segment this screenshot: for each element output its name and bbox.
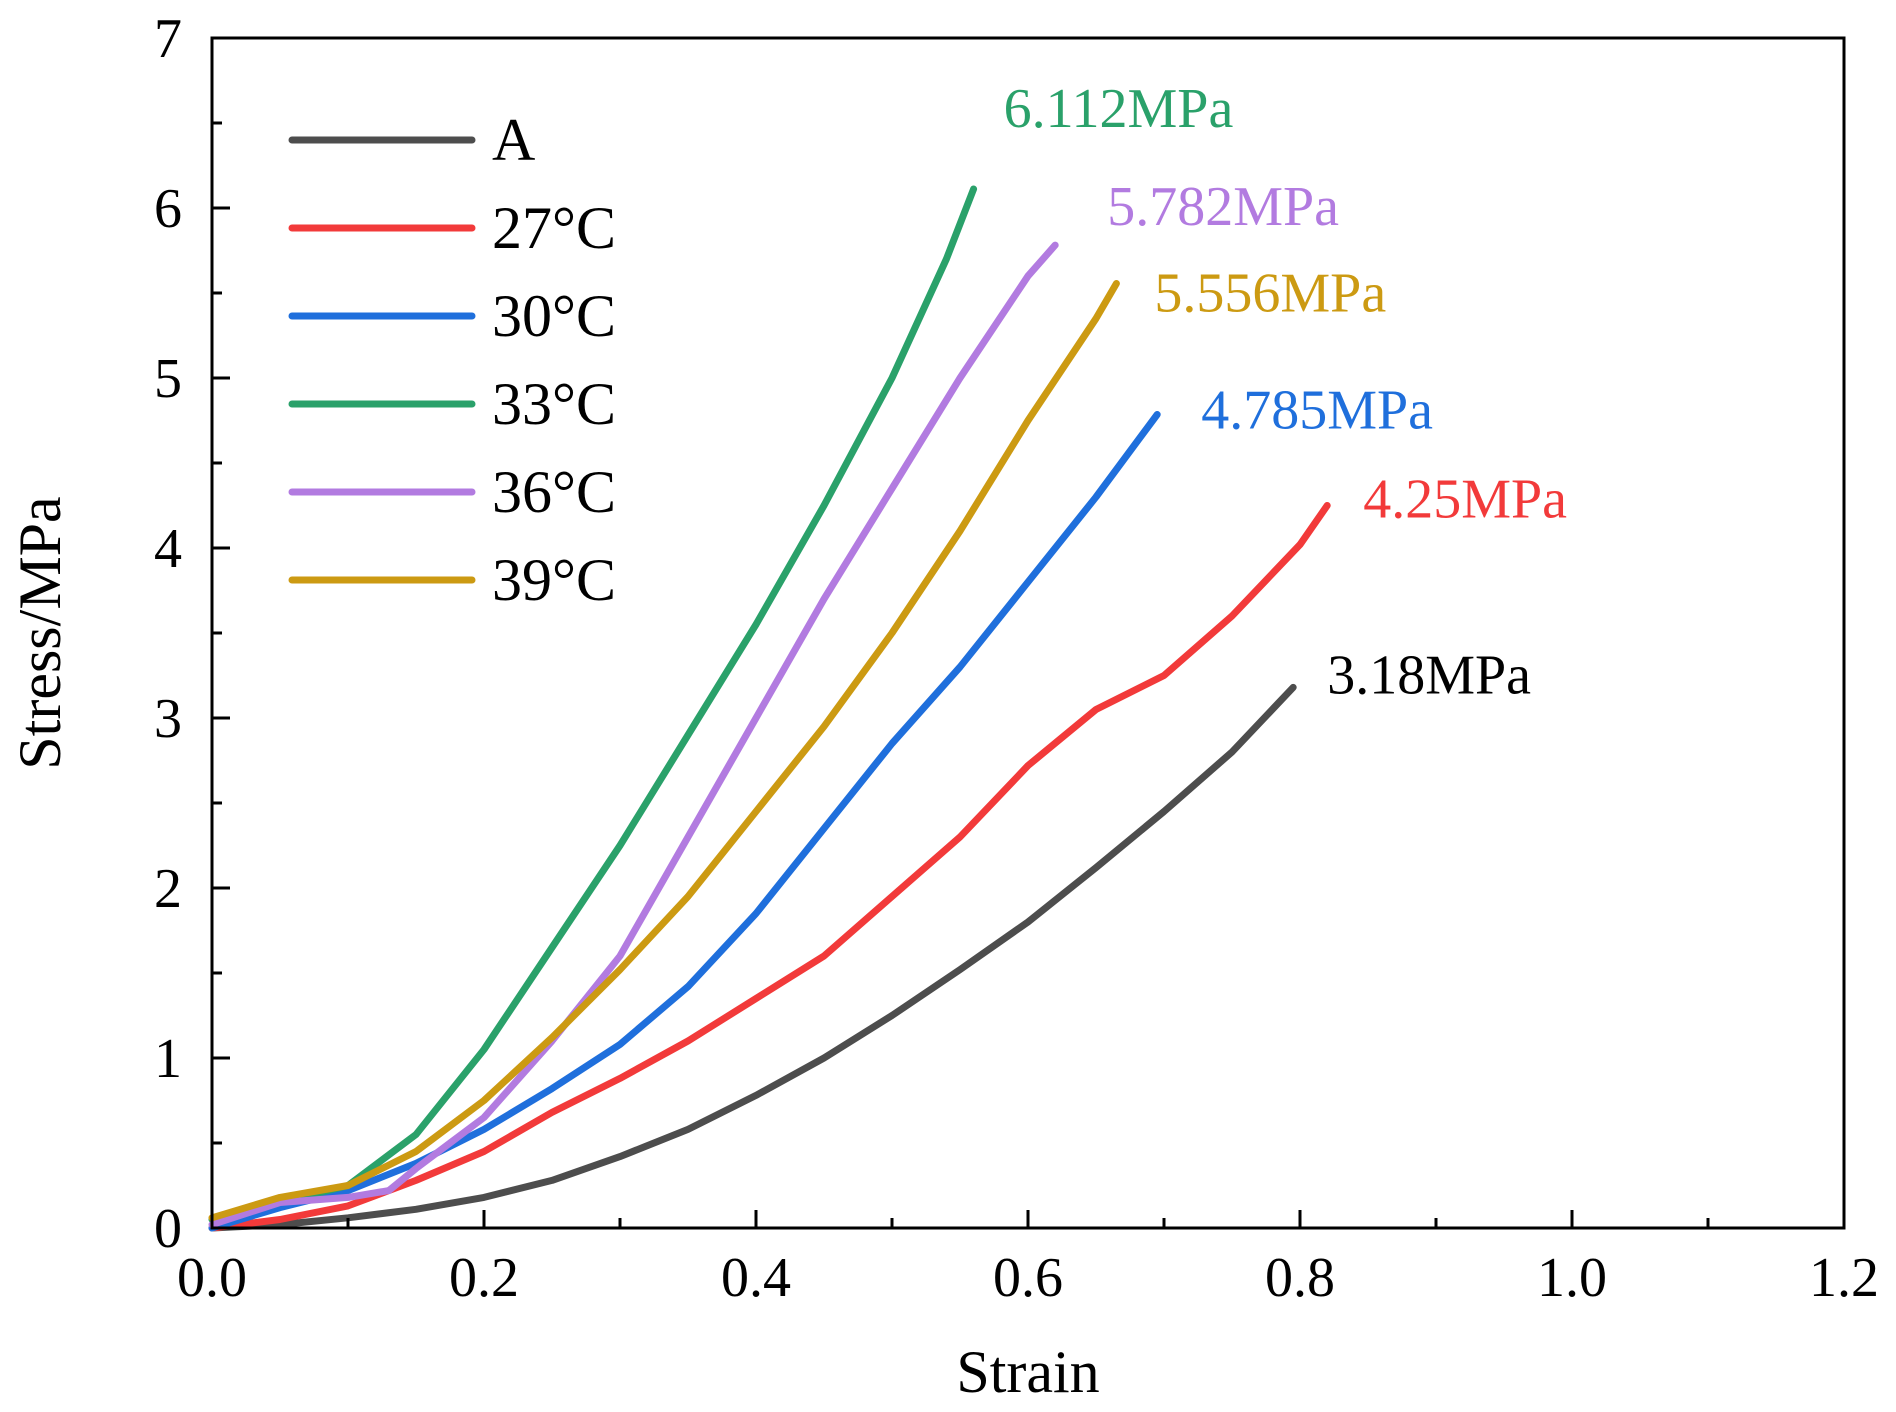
plot-frame [210,36,1846,1230]
peak-stress-label: 6.112MPa [1004,78,1234,140]
y-tick-label: 7 [154,8,182,70]
y-tick-label: 2 [154,858,182,920]
x-tick-label: 1.2 [1809,1247,1879,1309]
x-axis-ticks: 0.0 0.2 0.4 0.6 0.8 1.0 1.2 [177,1210,1879,1309]
peak-stress-label: 4.25MPa [1363,469,1567,531]
legend-label: 39°C [492,547,616,613]
legend-label: 27°C [492,195,616,261]
y-tick-label: 1 [154,1028,182,1090]
series-line-2 [208,411,1161,1232]
x-tick-label: 0.2 [449,1247,519,1309]
x-tick-label: 0.6 [993,1247,1063,1309]
series-line-5 [208,280,1120,1222]
plot-content [208,185,1331,1232]
legend-label: A [492,107,535,173]
y-tick-label: 5 [154,348,182,410]
x-tick-label: 0.4 [721,1247,791,1309]
x-tick-label: 0.8 [1265,1247,1335,1309]
x-tick-label: 1.0 [1537,1247,1607,1309]
peak-stress-label: 3.18MPa [1327,644,1531,706]
y-axis-ticks: 0 1 2 3 4 5 6 7 [154,8,230,1260]
series-line-4 [208,241,1059,1229]
y-tick-label: 3 [154,688,182,750]
series-line-0 [208,683,1297,1232]
legend-label: 36°C [492,459,616,525]
peak-stress-label: 4.785MPa [1201,380,1433,442]
peak-stress-label: 5.782MPa [1107,176,1339,238]
y-tick-label: 6 [154,178,182,240]
legend-label: 33°C [492,371,616,437]
legend: A 27°C 30°C 33°C 36°C 39°C [288,107,616,613]
y-tick-label: 4 [154,518,182,580]
series-line-1 [208,502,1331,1232]
x-tick-label: 0.0 [177,1247,247,1309]
peak-stress-label: 5.556MPa [1154,262,1386,324]
y-axis-title: Stress/MPa [7,496,73,769]
y-tick-label: 0 [154,1198,182,1260]
x-axis-title: Strain [956,1339,1099,1405]
legend-label: 30°C [492,283,616,349]
peak-labels: 3.18MPa 4.25MPa 4.785MPa 6.112MPa 5.782MPa 5.… [1004,78,1568,706]
